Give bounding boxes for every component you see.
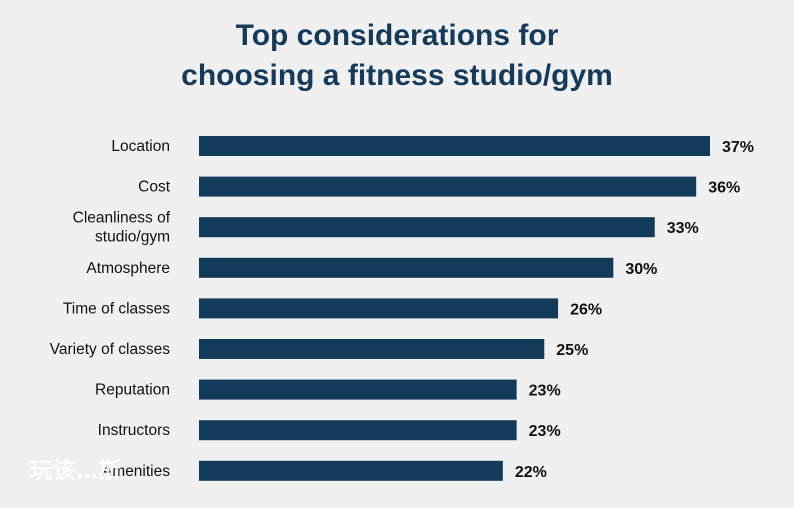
category-label-8: Amenities — [102, 463, 170, 480]
bar-4 — [199, 298, 559, 319]
bar-7 — [199, 420, 517, 441]
value-label-6: 23% — [529, 383, 561, 400]
category-label-1: Cost — [138, 179, 171, 196]
category-label-6: Reputation — [95, 382, 170, 399]
chart-title-line-1: Top considerations for — [235, 19, 559, 52]
bar-8 — [199, 460, 503, 481]
watermark-text: 玩该…斯 — [30, 459, 123, 484]
value-label-2: 33% — [667, 220, 699, 237]
category-label-5: Variety of classes — [50, 341, 171, 358]
value-label-0: 37% — [722, 139, 754, 156]
category-label-3: Atmosphere — [86, 260, 170, 277]
bar-6 — [199, 379, 517, 400]
bar-1 — [199, 176, 697, 197]
category-label-7: Instructors — [98, 422, 171, 439]
value-label-8: 22% — [515, 464, 547, 481]
value-label-1: 36% — [708, 180, 740, 197]
category-label-0: Location — [111, 138, 170, 155]
category-label-4: Time of classes — [63, 300, 170, 317]
value-label-3: 30% — [625, 261, 657, 278]
value-label-5: 25% — [556, 342, 588, 359]
bar-5 — [199, 339, 545, 359]
chart-title: Top considerations for choosing a fitnes… — [0, 16, 794, 96]
bar-3 — [199, 257, 614, 278]
bar-0 — [199, 136, 710, 156]
bar-2 — [199, 217, 655, 238]
category-label-2: Cleanliness of studio/gym — [73, 210, 171, 246]
value-label-7: 23% — [529, 423, 561, 440]
value-label-4: 26% — [570, 301, 602, 318]
chart-title-line-2: choosing a fitness studio/gym — [181, 59, 613, 92]
